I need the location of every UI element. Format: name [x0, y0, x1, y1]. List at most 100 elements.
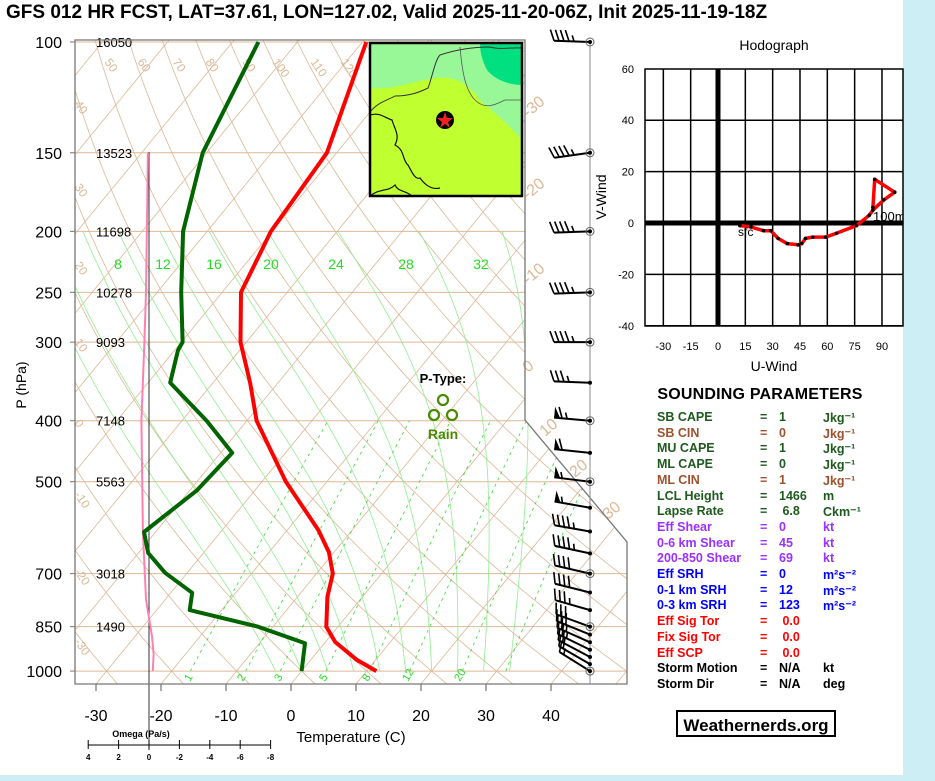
param-label: Eff Shear [657, 519, 712, 534]
isotherm-line [485, 40, 627, 684]
hodograph-point [761, 228, 766, 233]
theta-label: 100 [270, 56, 293, 81]
barb-pennant [554, 438, 561, 450]
isotherm-label: 20 [567, 457, 592, 482]
barb-full [553, 282, 560, 294]
barb-half [564, 412, 568, 419]
level-marker [585, 477, 595, 487]
param-label: Lapse Rate [657, 504, 724, 519]
barb-full [558, 221, 565, 233]
param-unit: m²s⁻² [823, 583, 856, 598]
x-axis-label: Temperature (C) [296, 729, 405, 746]
barb-full [563, 281, 570, 294]
skewt-profiles [140, 41, 378, 673]
param-label: Eff SRH [657, 567, 704, 581]
param-unit: m²s⁻² [823, 599, 856, 614]
temperature-tick-label: -30 [84, 708, 107, 725]
wind-barb [558, 634, 592, 667]
height-label: 16050 [96, 35, 132, 50]
wind-barb [554, 490, 592, 510]
barb-full [553, 146, 561, 158]
wind-barb [548, 144, 592, 159]
weathernerds-brand: Weathernerds.org [676, 710, 836, 737]
param-eq: = [760, 425, 768, 440]
omega-tick-label: -4 [206, 753, 214, 762]
temperature-tick-label: 20 [412, 708, 430, 725]
barb-staff [553, 39, 591, 43]
hodograph-point [803, 236, 808, 241]
barb-staff [555, 599, 591, 612]
param-eq: = [760, 535, 768, 550]
isotherm-line [420, 40, 627, 684]
dry-adiabat-line [75, 40, 448, 684]
hodograph-point [810, 235, 815, 239]
level-marker [585, 416, 595, 426]
pressure-tick-label: 200 [35, 224, 62, 241]
mixing-ratio-label: 5 [317, 672, 330, 683]
rain-icon [445, 408, 459, 422]
param-label: ML CAPE [657, 457, 714, 472]
pressure-tick-label: 150 [35, 146, 62, 163]
hodograph-point [871, 205, 875, 210]
barb-staff [553, 380, 591, 384]
param-eq: = [760, 488, 768, 503]
y-axis-label: P (hPa) [13, 361, 29, 408]
param-unit: kt [823, 519, 835, 534]
moist-adiabat-line [159, 231, 380, 672]
barb-full [556, 514, 561, 527]
param-unit: Jkg⁻¹ [823, 411, 856, 425]
hodograph-point [769, 228, 773, 233]
hodograph-x-tick-label: 75 [849, 341, 861, 353]
hodograph-x-tick-label: -30 [655, 341, 671, 353]
barb-staff [554, 524, 591, 533]
barb-half [572, 522, 576, 529]
barb-full [563, 591, 566, 603]
moist-adiabat-label: 28 [398, 256, 414, 272]
hodograph-point [871, 208, 875, 212]
ptype-label: P-Type: [420, 371, 467, 386]
param-label: Storm Dir [657, 676, 714, 691]
map-dark-region [480, 43, 522, 85]
map-light-region [370, 43, 522, 140]
barb-full [554, 29, 560, 42]
mixing-ratio-label: 2 [235, 672, 248, 683]
param-value: 0 [779, 519, 786, 534]
barb-full [554, 370, 560, 382]
omega-tick-label: -8 [267, 753, 275, 762]
param-value: 1 [779, 441, 786, 456]
wind-barb [553, 572, 592, 595]
barb-full [553, 588, 557, 601]
param-unit: kt [823, 661, 835, 676]
hodograph-end-label: 100mb [873, 209, 913, 224]
param-value: 0.0 [779, 629, 800, 644]
barb-full [554, 330, 560, 343]
param-value: 69 [779, 551, 793, 566]
barb-full [558, 438, 563, 451]
level-marker [585, 226, 595, 236]
barb-staff [554, 476, 591, 483]
theta-label: 70 [170, 56, 189, 75]
hodograph-point [748, 225, 753, 229]
param-unit: m²s⁻² [823, 568, 856, 582]
hodograph-x-tick-label: -15 [683, 341, 699, 353]
barb-full [558, 640, 563, 653]
param-label: ML CIN [657, 472, 700, 487]
param-eq: = [760, 661, 768, 676]
dry-adiabat-line [75, 40, 185, 684]
wind-barb [548, 281, 592, 295]
omega-tick-label: 4 [86, 753, 91, 762]
param-label: 0-3 km SRH [657, 598, 727, 613]
map-isobar [459, 46, 522, 107]
barb-half [572, 543, 576, 551]
param-unit: m [823, 488, 835, 503]
wind-barb [554, 438, 592, 455]
param-eq: = [760, 645, 768, 660]
hodograph-x-tick-label: 90 [876, 341, 888, 353]
hodograph-x-tick-label: 30 [767, 341, 779, 353]
dry-adiabat-line [316, 40, 627, 684]
mixing-ratio-line [369, 420, 491, 672]
height-label: 1490 [96, 620, 125, 635]
ptype-value: Rain [428, 426, 458, 442]
mixing-ratio-label: 1 [182, 672, 195, 683]
